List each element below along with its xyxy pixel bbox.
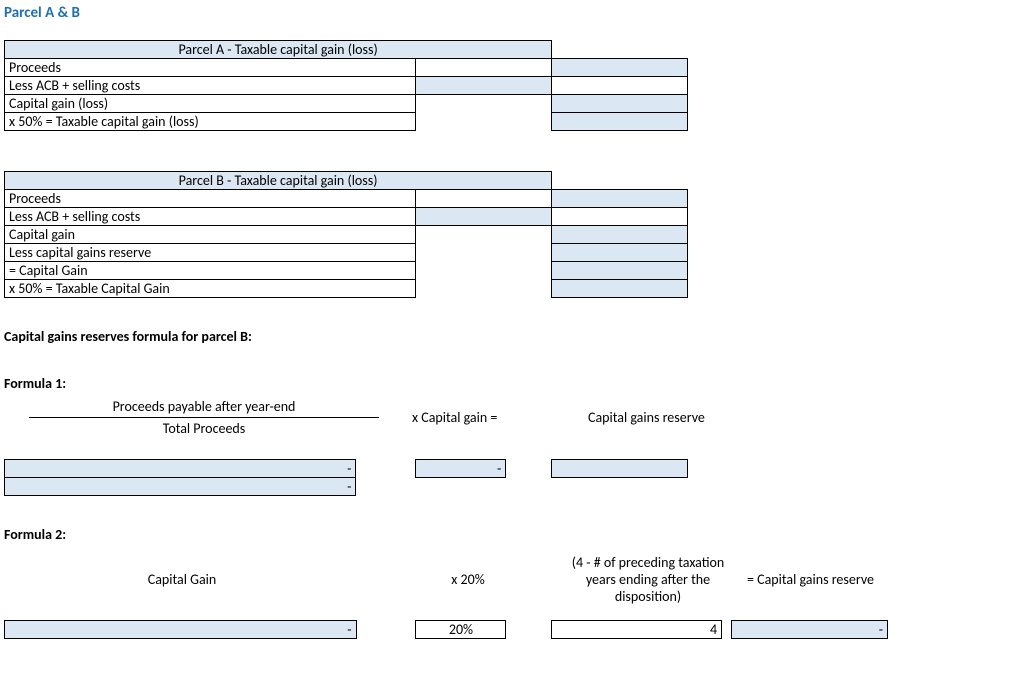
value-cell — [552, 280, 688, 298]
value-cell — [552, 226, 688, 244]
blank — [416, 262, 552, 280]
f1-cell: - — [416, 460, 506, 478]
f2-cell: 4 — [552, 621, 722, 639]
f2-left: Capital Gain — [4, 553, 360, 606]
formula1-row: Proceeds payable after year-end Total Pr… — [4, 398, 1018, 437]
blank — [722, 621, 732, 639]
value-cell — [552, 95, 688, 113]
row-label: Less capital gains reserve — [5, 244, 416, 262]
value-cell — [552, 77, 688, 95]
parcel-b-header: Parcel B - Taxable capital gain (loss) — [5, 172, 552, 190]
formula2-expr: Capital Gain x 20% (4 - # of preceding t… — [4, 553, 918, 606]
value-cell — [416, 77, 552, 95]
formula1-calc-table: - - - — [4, 459, 688, 496]
value-cell — [552, 113, 688, 131]
f2-cell: - — [732, 621, 888, 639]
row-label: Capital gain — [5, 226, 416, 244]
formula1-denominator: Total Proceeds — [29, 417, 379, 437]
row-label: x 50% = Taxable capital gain (loss) — [5, 113, 416, 131]
f1-cell: - — [5, 478, 356, 496]
blank — [416, 280, 552, 298]
row-label: Proceeds — [5, 190, 416, 208]
blank — [416, 113, 552, 131]
value-cell — [552, 190, 688, 208]
parcel-b-table: Parcel B - Taxable capital gain (loss) P… — [4, 171, 688, 298]
blank — [356, 460, 416, 478]
row-label: Proceeds — [5, 59, 416, 77]
f2-cell: - — [5, 621, 357, 639]
blank — [356, 478, 688, 496]
formula2-calc-table: - 20% 4 - — [4, 620, 888, 639]
blank — [416, 95, 552, 113]
formula1-label: Formula 1: — [4, 375, 1018, 392]
f1-cell: - — [5, 460, 356, 478]
f2-cell: 20% — [416, 621, 506, 639]
formula1-numerator: Proceeds payable after year-end — [4, 398, 404, 417]
blank — [356, 621, 416, 639]
f2-mid: x 20% — [422, 553, 514, 606]
blank — [506, 621, 552, 639]
f2-right: (4 - # of preceding taxation years endin… — [562, 553, 734, 606]
blank — [416, 59, 552, 77]
f1-cell — [552, 460, 688, 478]
f2-equals: = Capital gains reserve — [746, 553, 918, 606]
formula1-mid: x Capital gain = — [404, 409, 580, 426]
blank — [416, 190, 552, 208]
parcel-a-table: Parcel A - Taxable capital gain (loss) P… — [4, 40, 688, 131]
row-label: Capital gain (loss) — [5, 95, 416, 113]
row-label: Less ACB + selling costs — [5, 77, 416, 95]
formula2-label: Formula 2: — [4, 526, 1018, 543]
value-cell — [552, 59, 688, 77]
row-label: x 50% = Taxable Capital Gain — [5, 280, 416, 298]
reserve-heading: Capital gains reserves formula for parce… — [4, 328, 1018, 345]
value-cell — [416, 208, 552, 226]
value-cell — [552, 208, 688, 226]
parcel-a-header: Parcel A - Taxable capital gain (loss) — [5, 41, 552, 59]
blank — [416, 244, 552, 262]
value-cell — [552, 262, 688, 280]
page-title: Parcel A & B — [4, 4, 1018, 22]
row-label: = Capital Gain — [5, 262, 416, 280]
formula1-fraction: Proceeds payable after year-end Total Pr… — [4, 398, 404, 437]
blank — [552, 172, 688, 190]
row-label: Less ACB + selling costs — [5, 208, 416, 226]
formula1-right: Capital gains reserve — [580, 409, 713, 426]
value-cell — [552, 244, 688, 262]
blank — [552, 41, 688, 59]
blank — [416, 226, 552, 244]
blank — [506, 460, 552, 478]
